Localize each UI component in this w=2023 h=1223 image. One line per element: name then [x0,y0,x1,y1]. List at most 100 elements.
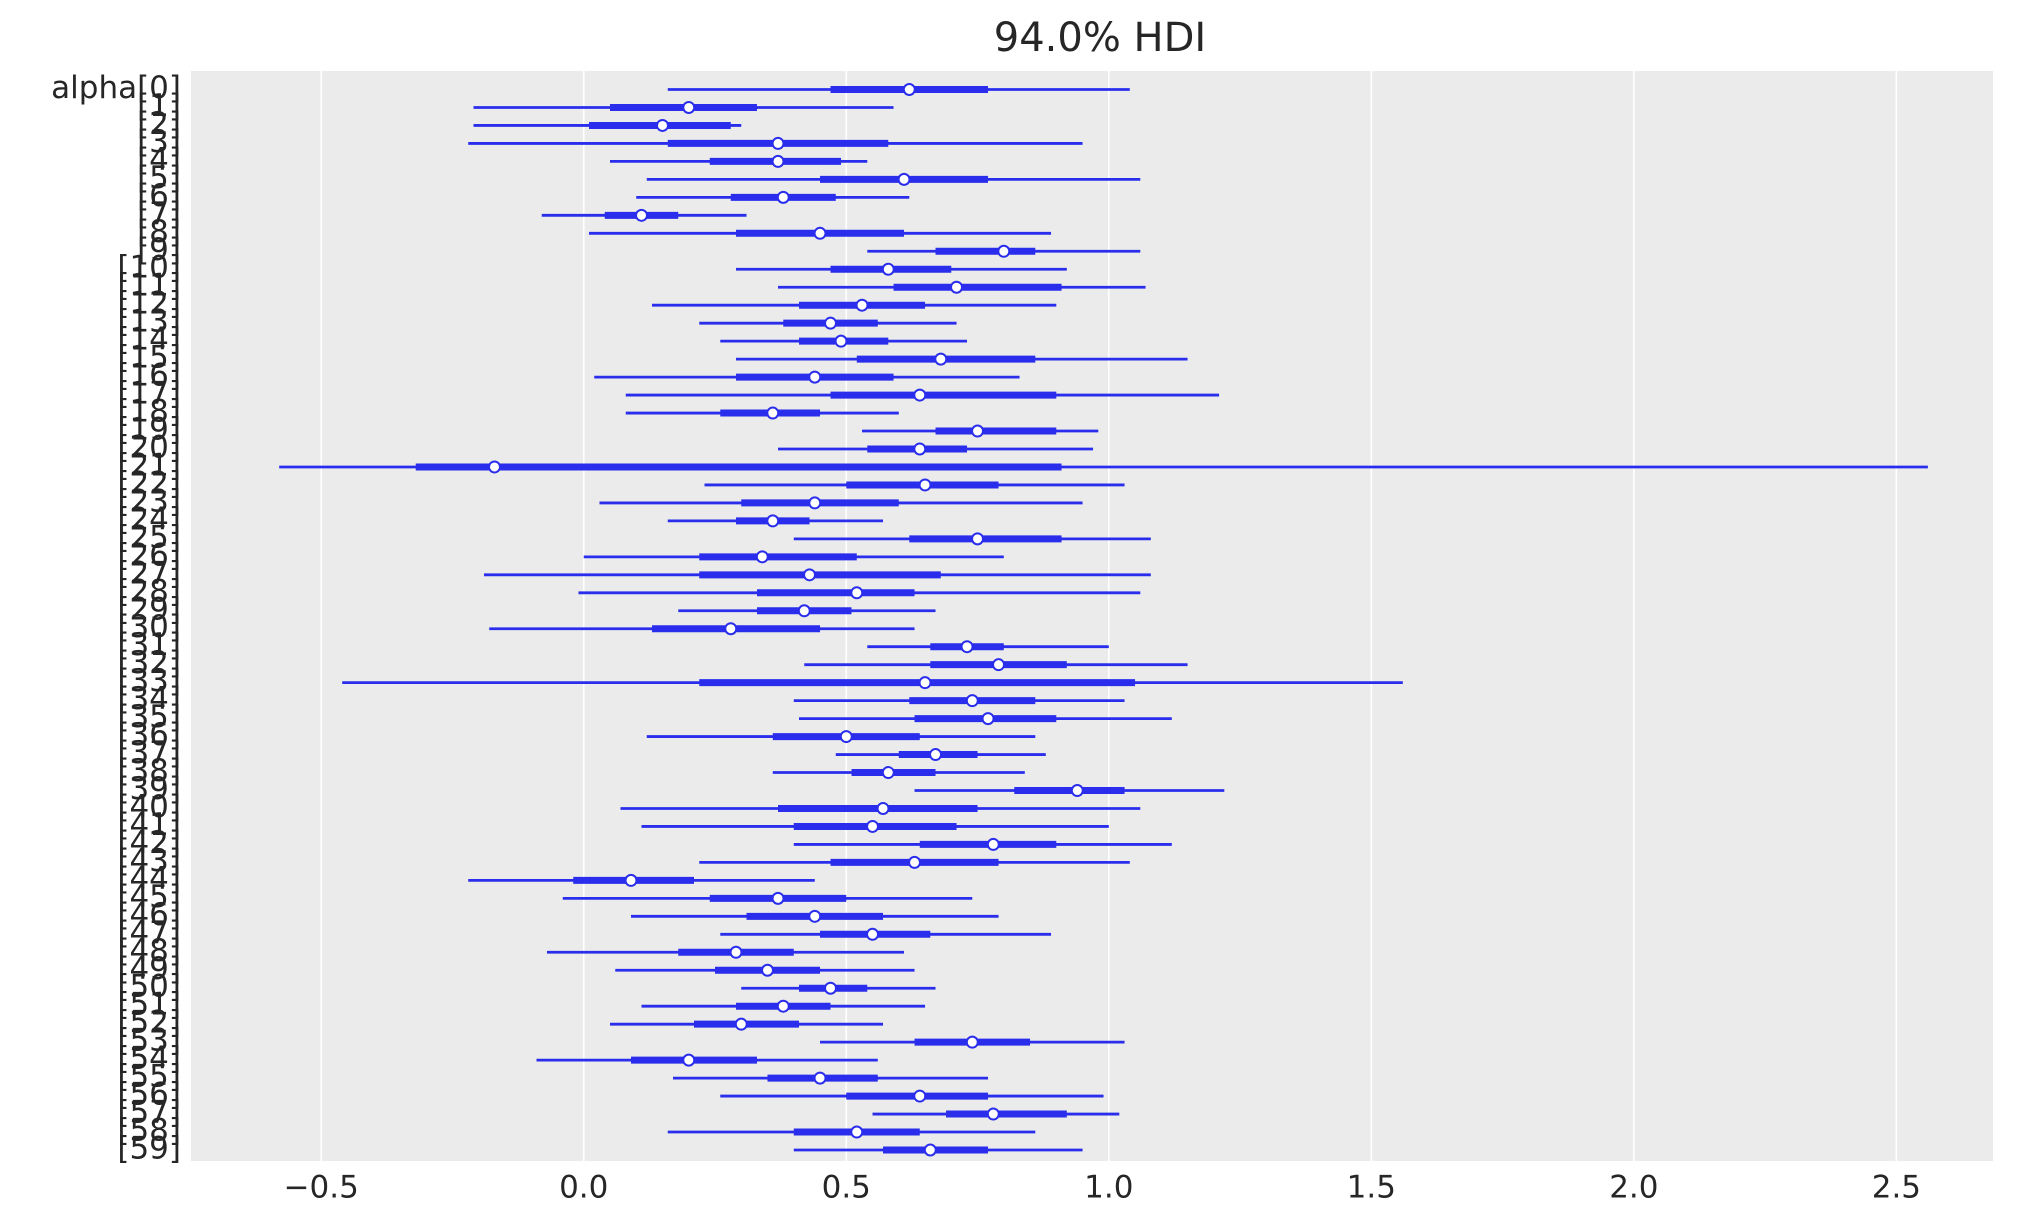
y-tick-label: [49] [117,951,181,987]
y-tick-label: [18] [117,394,181,430]
y-tick-label: [16] [117,358,181,394]
y-tick-label: [17] [117,376,181,412]
point-estimate [850,586,864,600]
point-estimate [824,981,838,995]
point-estimate [913,442,927,456]
point-estimate [850,1125,864,1139]
point-estimate [766,514,780,528]
y-tick-label: [50] [117,969,181,1005]
y-tick-label: [6] [137,178,181,214]
point-estimate [971,424,985,438]
point-estimate [729,945,743,959]
y-tick-label: [19] [117,412,181,448]
point-estimate [776,999,790,1013]
y-tick-label: [27] [117,555,181,591]
y-tick-label: [22] [117,465,181,501]
y-tick-label: [33] [117,663,181,699]
y-tick-label: [30] [117,609,181,645]
y-tick-label: [48] [117,933,181,969]
point-estimate [913,1089,927,1103]
y-tick-label: [9] [137,232,181,268]
y-tick-label: [24] [117,501,181,537]
y-tick-label: [21] [117,447,181,483]
y-tick-label: [10] [117,250,181,286]
y-tick-label: [46] [117,897,181,933]
y-tick-label: [11] [117,268,181,304]
point-estimate [834,334,848,348]
point-estimate [918,676,932,690]
y-tick-label: [55] [117,1059,181,1095]
y-tick-label: [40] [117,789,181,825]
y-tick-label: [45] [117,879,181,915]
point-estimate [965,1035,979,1049]
y-tick-label: [15] [117,340,181,376]
point-estimate [682,1053,696,1067]
point-estimate [487,460,501,474]
point-estimate [771,154,785,168]
point-estimate [902,83,916,96]
point-estimate [839,730,853,744]
point-estimate [771,891,785,905]
point-estimate [724,622,738,636]
point-estimate [813,1071,827,1085]
point-estimate [808,370,822,384]
point-estimate [876,801,890,815]
x-tick-label: 2.5 [1872,1170,1921,1206]
y-tick-label: [57] [117,1095,181,1131]
y-tick-label: [36] [117,717,181,753]
point-estimate [913,388,927,402]
y-tick-label: [56] [117,1077,181,1113]
chart-title: 94.0% HDI [994,15,1206,61]
y-tick-label: [5] [137,160,181,196]
y-tick-label: [38] [117,753,181,789]
y-tick-label: [25] [117,519,181,555]
y-tick-label: [3] [137,124,181,160]
point-estimate [761,963,775,977]
point-estimate [803,568,817,582]
point-estimate [808,496,822,510]
point-estimate [624,873,638,887]
y-tick-label: [32] [117,645,181,681]
y-tick-label: [54] [117,1041,181,1077]
point-estimate [1070,784,1084,798]
point-estimate [992,658,1006,672]
y-tick-label: [58] [117,1113,181,1149]
y-tick-label: [23] [117,483,181,519]
point-estimate [950,280,964,294]
y-tick-label: [59] [117,1131,181,1167]
point-estimate [734,1017,748,1031]
plot-area [191,71,1993,1161]
point-estimate [766,406,780,420]
point-estimate [881,766,895,780]
y-tick-label: [29] [117,591,181,627]
point-estimate [908,855,922,869]
point-estimate [971,532,985,546]
y-tick-label: [12] [117,286,181,322]
y-tick-label: [41] [117,807,181,843]
y-tick-label: [14] [117,322,181,358]
point-estimate [960,640,974,654]
x-tick-label: −0.5 [284,1170,359,1206]
y-tick-label: [43] [117,843,181,879]
point-estimate [918,478,932,492]
y-tick-label: [47] [117,915,181,951]
y-tick-label: [52] [117,1005,181,1041]
y-tick-label: [8] [137,214,181,250]
point-estimate [656,118,670,132]
point-estimate [866,819,880,833]
point-estimate [635,208,648,222]
y-tick-label: [37] [117,735,181,771]
y-tick-label: [1] [137,88,181,124]
y-tick-label: [53] [117,1023,181,1059]
point-estimate [776,190,790,204]
point-estimate [981,712,995,726]
point-estimate [934,352,948,366]
point-estimate [929,748,943,762]
point-estimate [682,100,696,114]
point-estimate [897,172,911,186]
y-tick-label: [39] [117,771,181,807]
y-tick-label: [31] [117,627,181,663]
point-estimate [986,837,1000,851]
y-tick-label: [44] [117,861,181,897]
y-tick-label: [7] [137,196,181,232]
